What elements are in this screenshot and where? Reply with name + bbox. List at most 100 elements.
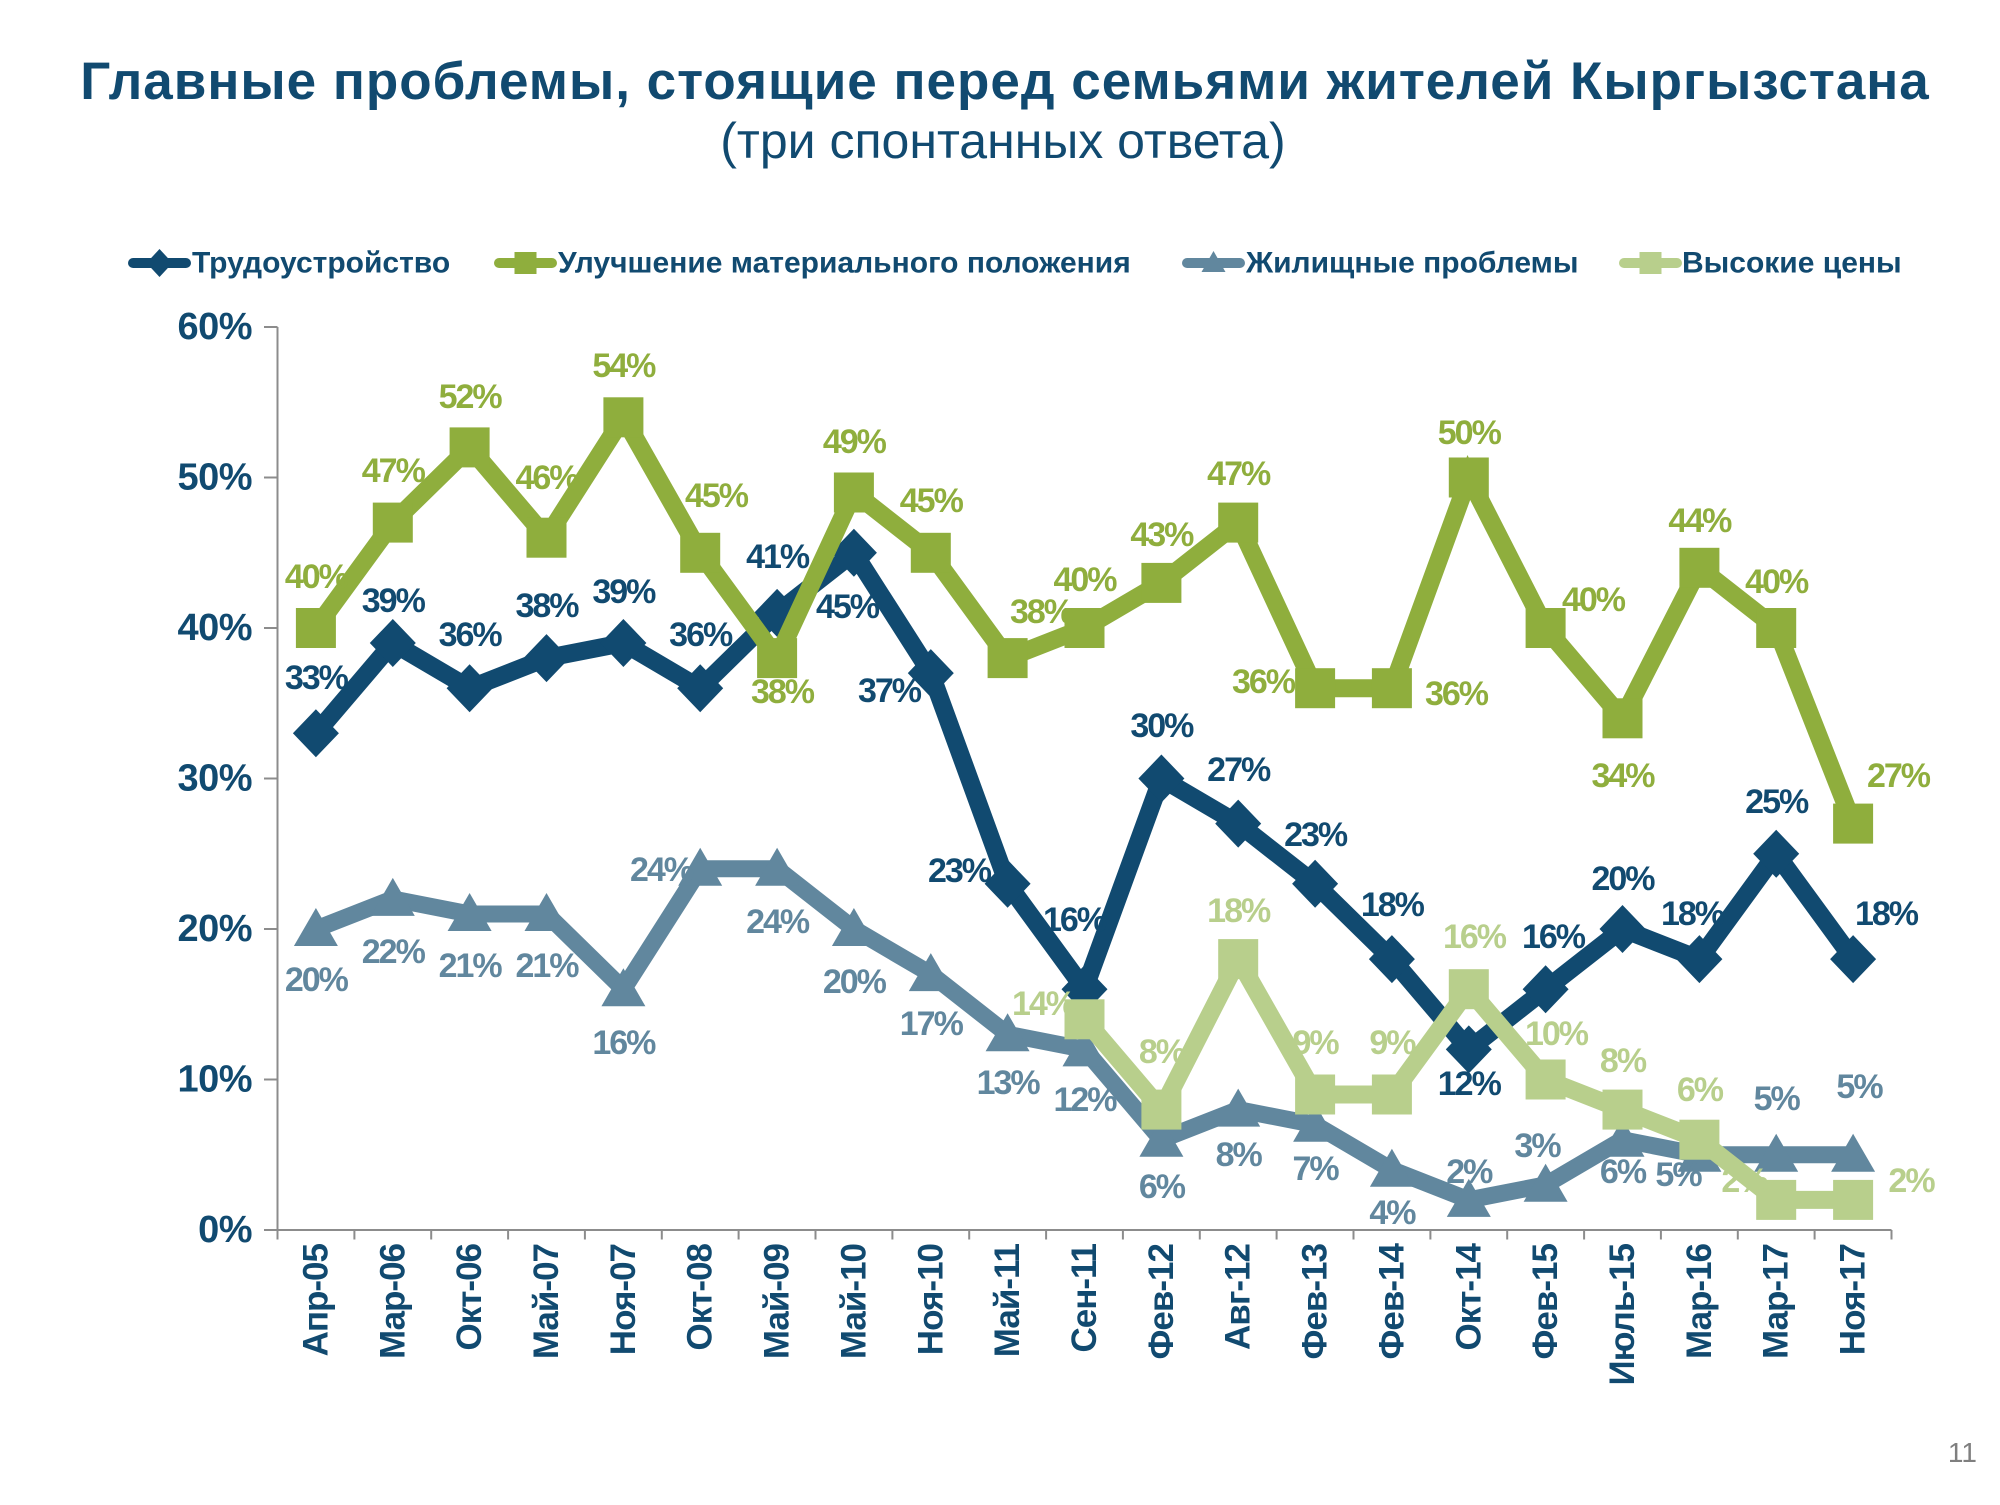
svg-text:16%: 16% <box>1522 918 1586 956</box>
svg-text:Фев-14: Фев-14 <box>1372 1242 1411 1359</box>
svg-text:25%: 25% <box>1745 783 1809 821</box>
svg-text:Май-07: Май-07 <box>527 1244 566 1359</box>
svg-text:40%: 40% <box>285 558 349 596</box>
svg-text:Ноя-10: Ноя-10 <box>911 1243 950 1355</box>
svg-text:9%: 9% <box>1369 1024 1416 1062</box>
svg-text:11: 11 <box>1948 1437 1977 1468</box>
svg-text:36%: 36% <box>669 616 733 654</box>
svg-text:Жилищные проблемы: Жилищные проблемы <box>1245 247 1578 280</box>
svg-text:7%: 7% <box>1293 1150 1340 1188</box>
svg-text:60%: 60% <box>177 306 252 348</box>
svg-text:2%: 2% <box>1446 1153 1493 1191</box>
svg-text:23%: 23% <box>928 852 992 890</box>
svg-text:34%: 34% <box>1591 757 1655 795</box>
svg-text:6%: 6% <box>1600 1153 1647 1191</box>
svg-text:4%: 4% <box>1369 1194 1416 1232</box>
svg-text:5%: 5% <box>1754 1080 1801 1118</box>
svg-text:30%: 30% <box>1130 707 1194 745</box>
svg-text:39%: 39% <box>362 582 426 620</box>
svg-text:8%: 8% <box>1216 1136 1263 1174</box>
svg-text:Главные проблемы, стоящие пере: Главные проблемы, стоящие перед семьями … <box>80 52 1930 111</box>
svg-text:23%: 23% <box>1284 816 1348 854</box>
svg-text:10%: 10% <box>1525 1015 1589 1053</box>
svg-text:24%: 24% <box>630 851 694 889</box>
svg-text:27%: 27% <box>1867 757 1931 795</box>
svg-text:24%: 24% <box>746 903 810 941</box>
svg-text:39%: 39% <box>592 573 656 611</box>
svg-text:30%: 30% <box>177 758 252 800</box>
svg-text:Апр-05: Апр-05 <box>296 1243 335 1356</box>
svg-text:13%: 13% <box>977 1064 1041 1102</box>
svg-text:43%: 43% <box>1130 516 1194 554</box>
svg-text:12%: 12% <box>1053 1081 1117 1119</box>
svg-text:Ноя-17: Ноя-17 <box>1834 1244 1873 1355</box>
svg-text:49%: 49% <box>823 423 887 461</box>
svg-text:38%: 38% <box>515 587 579 625</box>
svg-text:Авг-12: Авг-12 <box>1219 1243 1258 1349</box>
svg-text:45%: 45% <box>816 588 880 626</box>
svg-text:27%: 27% <box>1207 751 1271 789</box>
svg-text:45%: 45% <box>900 482 964 520</box>
svg-text:Фев-12: Фев-12 <box>1142 1243 1181 1359</box>
svg-text:20%: 20% <box>823 963 887 1001</box>
svg-text:12%: 12% <box>1438 1065 1502 1103</box>
svg-text:22%: 22% <box>362 933 426 971</box>
svg-text:18%: 18% <box>1855 895 1919 933</box>
svg-text:40%: 40% <box>1562 581 1626 619</box>
svg-text:Мар-17: Мар-17 <box>1757 1244 1796 1359</box>
svg-text:3%: 3% <box>1514 1127 1561 1165</box>
svg-text:6%: 6% <box>1139 1168 1186 1206</box>
svg-text:Мар-16: Мар-16 <box>1680 1243 1719 1359</box>
svg-text:8%: 8% <box>1139 1033 1186 1071</box>
svg-text:6%: 6% <box>1677 1071 1724 1109</box>
svg-text:18%: 18% <box>1661 895 1725 933</box>
svg-text:20%: 20% <box>285 961 349 999</box>
svg-text:5%: 5% <box>1655 1156 1702 1194</box>
svg-text:50%: 50% <box>1438 414 1502 452</box>
svg-text:52%: 52% <box>439 378 503 416</box>
svg-text:10%: 10% <box>177 1059 252 1101</box>
svg-text:40%: 40% <box>1745 563 1809 601</box>
svg-text:17%: 17% <box>900 1005 964 1043</box>
svg-text:2%: 2% <box>1721 1162 1768 1200</box>
svg-text:45%: 45% <box>685 477 749 515</box>
svg-text:Май-10: Май-10 <box>834 1243 873 1359</box>
svg-text:9%: 9% <box>1293 1024 1340 1062</box>
svg-text:20%: 20% <box>1591 860 1655 898</box>
svg-text:47%: 47% <box>362 452 426 490</box>
svg-text:40%: 40% <box>177 607 252 649</box>
svg-text:33%: 33% <box>285 659 349 697</box>
svg-text:18%: 18% <box>1207 892 1271 930</box>
svg-text:16%: 16% <box>592 1024 656 1062</box>
svg-text:(три спонтанных ответа): (три спонтанных ответа) <box>720 113 1285 169</box>
svg-text:21%: 21% <box>439 947 503 985</box>
svg-text:36%: 36% <box>1232 663 1296 701</box>
svg-text:5%: 5% <box>1836 1068 1883 1106</box>
svg-text:50%: 50% <box>177 457 252 499</box>
svg-text:47%: 47% <box>1207 455 1271 493</box>
svg-text:Мар-06: Мар-06 <box>373 1243 412 1359</box>
svg-text:38%: 38% <box>1010 593 1074 631</box>
svg-text:37%: 37% <box>858 672 922 710</box>
svg-text:Улучшение материального положе: Улучшение материального положения <box>558 247 1131 280</box>
svg-text:0%: 0% <box>198 1209 252 1251</box>
svg-text:14%: 14% <box>1012 985 1076 1023</box>
svg-text:Ноя-07: Ноя-07 <box>604 1244 643 1355</box>
svg-text:Июль-15: Июль-15 <box>1603 1243 1642 1385</box>
svg-text:54%: 54% <box>592 347 656 385</box>
svg-text:40%: 40% <box>1053 561 1117 599</box>
svg-text:21%: 21% <box>515 947 579 985</box>
svg-text:44%: 44% <box>1668 502 1732 540</box>
svg-text:38%: 38% <box>751 673 815 711</box>
svg-text:Окт-08: Окт-08 <box>681 1243 720 1350</box>
svg-text:36%: 36% <box>1425 675 1489 713</box>
svg-text:16%: 16% <box>1043 901 1107 939</box>
svg-text:36%: 36% <box>439 616 503 654</box>
svg-text:41%: 41% <box>746 538 810 576</box>
svg-text:Фев-13: Фев-13 <box>1296 1243 1335 1359</box>
svg-text:Май-09: Май-09 <box>758 1243 797 1359</box>
svg-text:8%: 8% <box>1600 1042 1647 1080</box>
svg-text:Высокие цены: Высокие цены <box>1682 247 1902 280</box>
svg-text:16%: 16% <box>1443 918 1507 956</box>
svg-text:Трудоустройство: Трудоустройство <box>192 247 450 280</box>
